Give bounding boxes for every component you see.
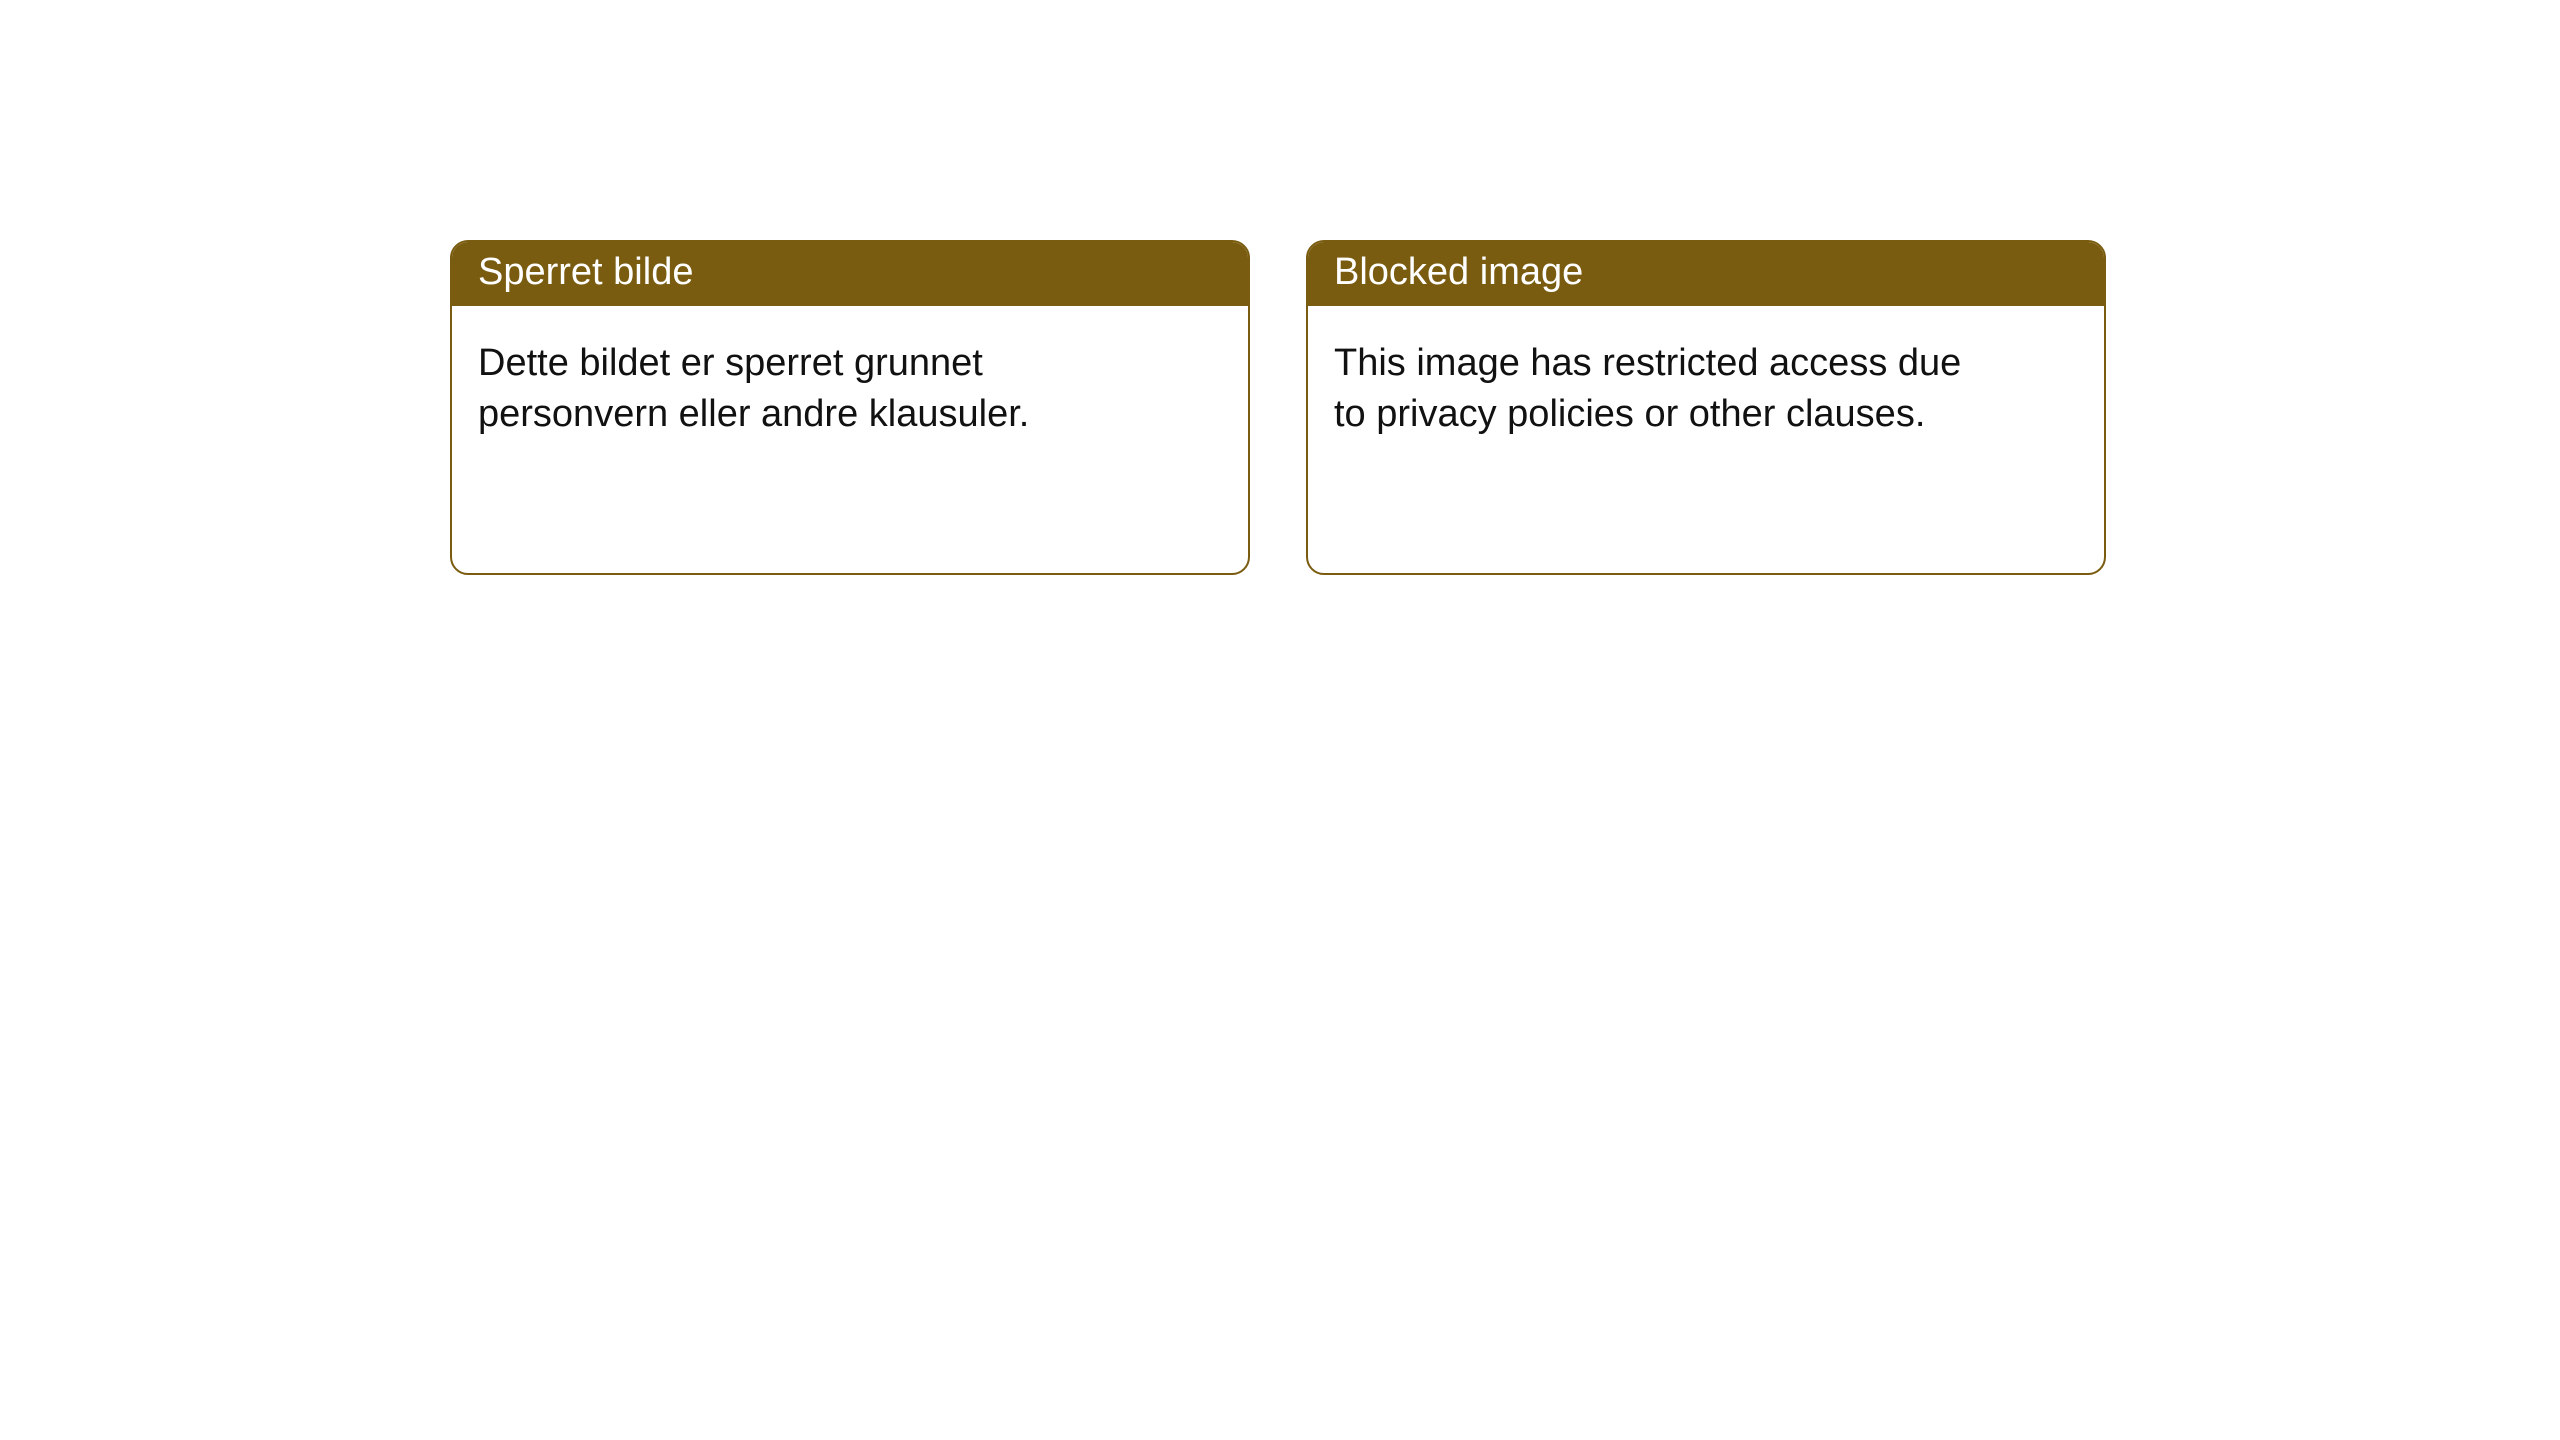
card-title: Blocked image <box>1308 242 2104 306</box>
message-cards-container: Sperret bilde Dette bildet er sperret gr… <box>0 0 2560 575</box>
blocked-image-card-norwegian: Sperret bilde Dette bildet er sperret gr… <box>450 240 1250 575</box>
card-body-text: Dette bildet er sperret grunnet personve… <box>452 306 1132 473</box>
card-title: Sperret bilde <box>452 242 1248 306</box>
blocked-image-card-english: Blocked image This image has restricted … <box>1306 240 2106 575</box>
card-body-text: This image has restricted access due to … <box>1308 306 1988 473</box>
